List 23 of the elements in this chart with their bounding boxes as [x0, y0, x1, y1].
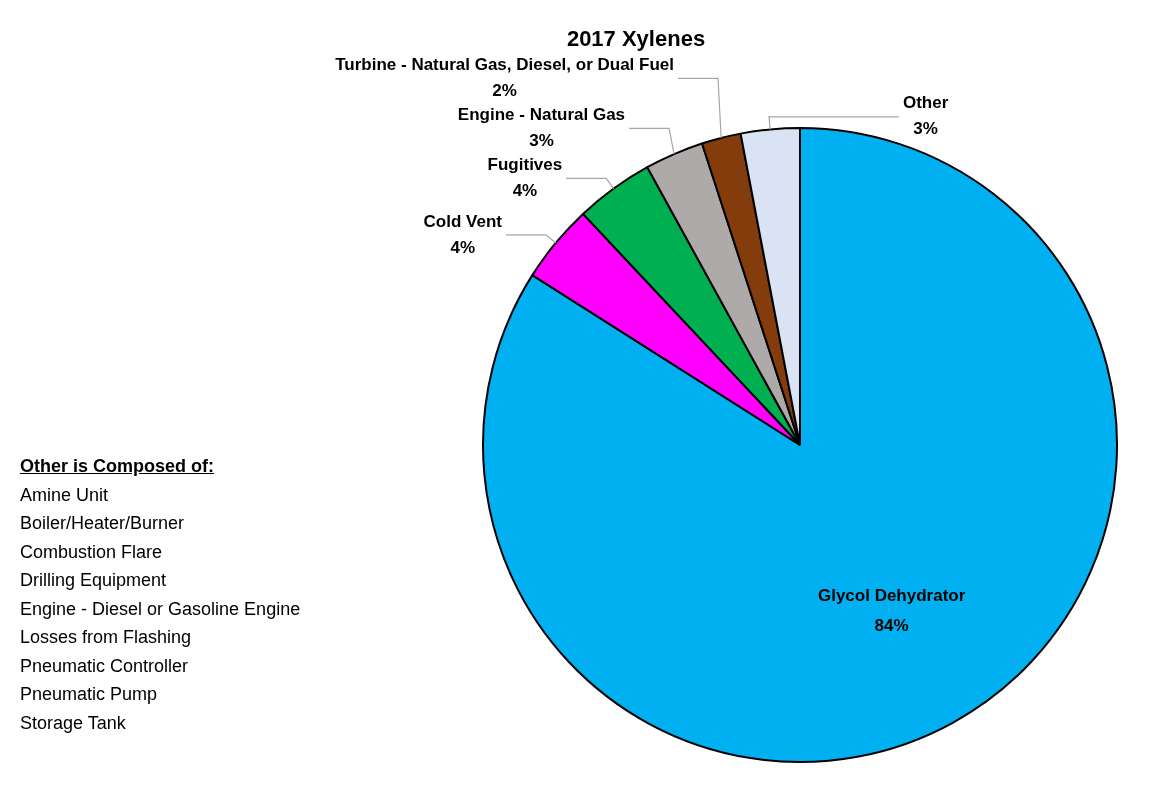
data-label: 4%: [450, 237, 476, 257]
slice-label: Fugitives: [487, 154, 563, 174]
data-label: 3%: [913, 119, 938, 139]
text: Pneumatic Controller: [20, 654, 190, 678]
text: Drilling Equipment: [20, 569, 168, 592]
text: Pneumatic Pump: [20, 683, 159, 706]
data-label: 3%: [529, 130, 554, 150]
text: Amine Unit: [20, 483, 110, 507]
slice-label: Glycol Dehydrator: [817, 586, 966, 606]
slice-label: Other: [902, 93, 949, 113]
text: Combustion Flare: [20, 540, 164, 564]
data-label: 84%: [874, 616, 909, 636]
data-label: 2%: [492, 80, 517, 100]
slice-label: Turbine - Natural Gas, Diesel, or Dual Fuel: [335, 54, 675, 74]
slice-label: Cold Vent: [423, 211, 503, 231]
text: Other is Composed of:: [20, 455, 215, 478]
text: Engine - Diesel or Gasoline Engine: [20, 597, 301, 621]
data-label: 4%: [512, 180, 538, 200]
chart-title: 2017 Xylenes: [566, 26, 706, 52]
text: Losses from Flashing: [20, 626, 193, 649]
text: Boiler/Heater/Burner: [20, 512, 186, 535]
text: Storage Tank: [20, 711, 127, 735]
slice-label: Engine - Natural Gas: [457, 104, 626, 124]
